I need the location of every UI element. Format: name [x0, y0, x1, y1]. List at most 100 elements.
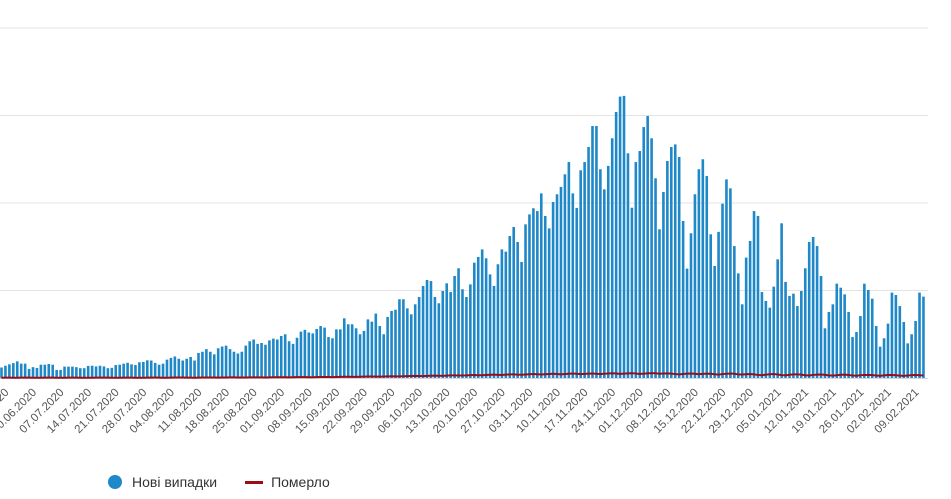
bar-new-cases [642, 127, 646, 378]
bar-new-cases [449, 292, 452, 378]
bar-new-cases [425, 280, 429, 378]
bar-new-cases [480, 249, 484, 378]
bar-new-cases [630, 207, 634, 378]
bar-new-cases [488, 274, 492, 378]
bar-new-cases [31, 367, 35, 378]
bar-new-cases [382, 334, 385, 378]
bar-new-cases [780, 223, 783, 378]
bar-new-cases [575, 207, 579, 378]
bar-new-cases [725, 179, 728, 378]
bar-new-cases [94, 366, 98, 378]
bar-new-cases [685, 268, 689, 378]
x-axis-tick-labels: 23.06.202030.06.202007.07.202014.07.2020… [0, 387, 922, 436]
bar-new-cases [539, 193, 543, 378]
bar-new-cases [555, 194, 559, 378]
bar-new-cases [35, 368, 39, 378]
bar-new-cases [484, 258, 488, 378]
legend-item-deaths[interactable]: Померло [245, 474, 330, 490]
bar-new-cases [71, 366, 74, 378]
bar-new-cases [874, 326, 878, 378]
bar-new-cases [413, 304, 417, 378]
bar-new-cases [256, 343, 259, 378]
bar-new-cases [614, 112, 618, 378]
bar-new-cases [768, 307, 772, 378]
bar-new-cases [240, 351, 244, 378]
bar-new-cases [863, 283, 866, 378]
bar-new-cases [803, 268, 807, 378]
bar-new-cases [800, 291, 803, 378]
bar-new-cases [311, 333, 315, 378]
bar-new-cases [654, 178, 657, 378]
bar-new-cases [323, 327, 326, 378]
bar-new-cases [157, 364, 161, 378]
bar-new-cases [8, 364, 11, 378]
bar-new-cases [244, 345, 248, 378]
legend-label-deaths: Померло [271, 474, 330, 490]
bar-new-cases [744, 257, 748, 378]
bar-new-cases [587, 147, 590, 378]
bar-new-cases [153, 362, 157, 378]
bar-new-cases [315, 329, 318, 378]
bar-new-cases [922, 296, 925, 378]
bar-new-cases [807, 242, 811, 378]
bar-new-cases [496, 264, 500, 378]
bar-new-cases [126, 362, 129, 378]
bar-new-cases [536, 211, 539, 378]
bar-new-cases [169, 357, 173, 378]
bar-new-cases [114, 365, 118, 378]
bar-new-cases [662, 191, 665, 378]
bar-new-cases [886, 323, 890, 378]
bar-new-cases [287, 341, 291, 378]
bar-new-cases [603, 189, 606, 378]
bar-new-cases [205, 349, 208, 378]
bar-new-cases [760, 292, 764, 378]
bar-new-cases [599, 169, 602, 378]
bar-new-cases [784, 281, 787, 378]
bar-new-cases [248, 341, 252, 378]
bar-new-cases [374, 313, 378, 378]
bar-new-cases [228, 349, 232, 378]
bar-new-cases [358, 334, 362, 378]
bar-new-cases [772, 286, 776, 378]
legend-label-new-cases: Нові випадки [132, 474, 218, 490]
bar-new-cases [701, 159, 705, 378]
bar-new-cases [713, 266, 716, 378]
bar-new-cases [23, 363, 27, 378]
bar-new-cases [693, 194, 697, 378]
bar-new-cases [268, 340, 271, 378]
bar-new-cases [634, 162, 638, 378]
bar-new-cases [839, 287, 843, 378]
bar-new-cases [15, 361, 19, 378]
bar-new-cases [910, 334, 913, 378]
bar-new-cases [918, 292, 921, 378]
bar-new-cases [504, 251, 508, 378]
bar-new-cases [63, 366, 66, 378]
bar-new-cases [476, 256, 480, 378]
bar-new-cases [303, 329, 307, 378]
bar-new-cases [55, 369, 58, 378]
bar-new-cases [776, 259, 779, 378]
bar-new-cases [51, 364, 55, 378]
bar-new-cases [835, 283, 839, 378]
bar-new-cases [520, 261, 523, 378]
bar-new-cases [106, 368, 110, 378]
bar-new-cases [666, 161, 669, 378]
bar-new-cases [346, 324, 350, 378]
bar-new-cases [307, 332, 311, 378]
bar-new-cases [193, 360, 196, 378]
bar-new-cases [102, 366, 106, 378]
bar-new-cases [855, 331, 858, 378]
bar-new-cases [331, 338, 334, 378]
bar-new-cases [646, 116, 649, 379]
bar-new-cases [823, 328, 827, 378]
bar-new-cases [177, 358, 181, 378]
bar-new-cases [591, 126, 594, 378]
bar-new-cases [90, 365, 94, 378]
bar-new-cases [914, 320, 917, 378]
bar-new-cases [650, 138, 653, 378]
bar-new-cases [870, 298, 874, 378]
bar-new-cases [705, 176, 709, 378]
bar-new-cases [606, 165, 610, 378]
legend-item-new-cases[interactable]: Нові випадки [108, 474, 217, 490]
bar-new-cases [43, 364, 47, 378]
